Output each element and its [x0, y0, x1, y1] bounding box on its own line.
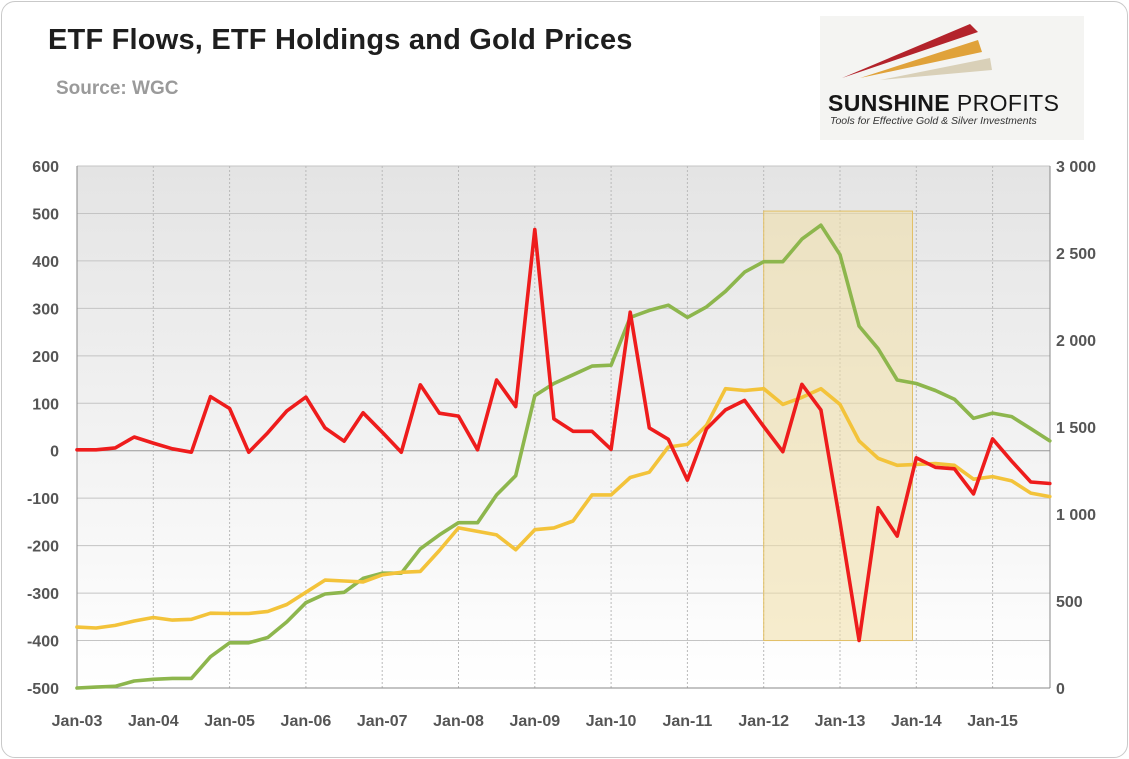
chart-title: ETF Flows, ETF Holdings and Gold Prices [48, 24, 633, 56]
logo-name-bold: SUNSHINE [828, 90, 951, 116]
sun-rays-icon [842, 24, 992, 80]
y-left-tick-label: -100 [27, 491, 59, 508]
x-tick-label: Jan-14 [891, 713, 942, 730]
x-tick-label: Jan-13 [815, 713, 866, 730]
y-left-tick-label: 400 [32, 254, 59, 271]
y-left-tick-label: 0 [50, 444, 59, 461]
x-tick-label: Jan-15 [967, 713, 1018, 730]
x-tick-label: Jan-11 [662, 713, 712, 730]
y-right-tick-label: 2 000 [1056, 333, 1096, 350]
x-tick-label: Jan-07 [357, 713, 408, 730]
logo-name-light: PROFITS [950, 90, 1060, 116]
y-left-tick-label: 500 [32, 206, 59, 223]
x-tick-label: Jan-05 [204, 713, 255, 730]
y-right-tick-label: 3 000 [1056, 159, 1096, 176]
sunshine-profits-logo: SUNSHINE PROFITS Tools for Effective Gol… [820, 16, 1084, 140]
y-left-tick-label: -500 [27, 681, 59, 698]
logo-ray-red [842, 24, 978, 78]
y-left-tick-label: -200 [27, 539, 59, 556]
y-left-tick-label: -300 [27, 586, 59, 603]
logo-name: SUNSHINE PROFITS [828, 90, 1059, 117]
highlight-region [763, 210, 913, 642]
y-left-tick-label: 300 [32, 301, 59, 318]
series-line-gold-price-usd-oz [75, 386, 1052, 630]
y-left-tick-label: -400 [27, 634, 59, 651]
x-tick-label: Jan-03 [52, 713, 103, 730]
series-line-etf-flows-tonnes [75, 227, 1052, 643]
logo-ray-beige [880, 58, 992, 80]
logo-tagline: Tools for Effective Gold & Silver Invest… [830, 115, 1037, 127]
y-left-tick-label: 200 [32, 349, 59, 366]
y-right-tick-label: 500 [1056, 594, 1083, 611]
x-tick-label: Jan-12 [738, 713, 789, 730]
logo-ray-orange [860, 40, 982, 78]
series-line-etf-holdings-tonnes [75, 223, 1052, 690]
y-left-tick-label: 600 [32, 159, 59, 176]
y-left-tick-label: 100 [32, 396, 59, 413]
y-right-tick-label: 1 000 [1056, 507, 1096, 524]
y-right-tick-label: 0 [1056, 681, 1065, 698]
x-tick-label: Jan-06 [281, 713, 332, 730]
y-right-tick-label: 2 500 [1056, 246, 1096, 263]
x-tick-label: Jan-08 [433, 713, 484, 730]
x-tick-label: Jan-09 [509, 713, 560, 730]
chart-source: Source: WGC [56, 78, 179, 99]
x-tick-label: Jan-04 [128, 713, 179, 730]
x-tick-label: Jan-10 [586, 713, 637, 730]
y-right-tick-label: 1 500 [1056, 420, 1096, 437]
